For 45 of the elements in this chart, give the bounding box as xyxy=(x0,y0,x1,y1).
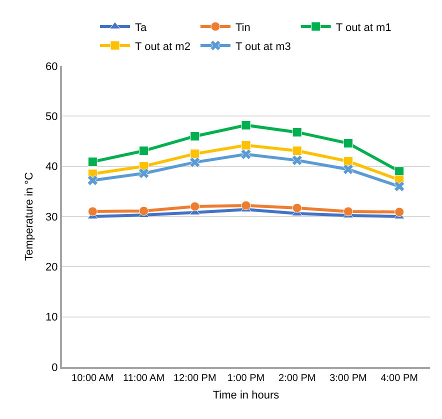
x-tick-label: 11:00 AM xyxy=(123,373,165,384)
point xyxy=(190,202,200,212)
y-tick-label: 10 xyxy=(46,312,58,324)
point xyxy=(190,149,200,159)
x-tick-label: 2:00 PM xyxy=(278,373,316,384)
point xyxy=(292,154,302,166)
point xyxy=(88,206,98,216)
point xyxy=(394,207,404,217)
x-axis-title: Time in hours xyxy=(212,390,280,402)
point xyxy=(240,148,252,160)
point xyxy=(292,146,302,156)
point xyxy=(87,175,98,186)
y-tick-label: 20 xyxy=(46,262,58,274)
point xyxy=(292,203,302,213)
point xyxy=(138,168,150,179)
y-tick-label: 60 xyxy=(46,60,58,73)
x-tick-label: 10:00 AM xyxy=(72,373,114,384)
point xyxy=(342,164,354,175)
point xyxy=(190,131,200,141)
x-tick-label: 1:00 PM xyxy=(227,373,265,384)
y-tick-label: 40 xyxy=(46,161,58,174)
point xyxy=(292,127,302,137)
y-tick-label: 50 xyxy=(46,111,58,124)
point xyxy=(88,157,98,167)
point xyxy=(343,138,353,148)
x-tick-label: 3:00 PM xyxy=(330,373,367,384)
legend-label: T out at m3 xyxy=(235,40,291,53)
point xyxy=(139,146,149,156)
legend-label: Ta xyxy=(135,22,148,34)
y-axis-title: Temperature in °C xyxy=(24,172,36,261)
legend-label: T out at m2 xyxy=(135,40,190,53)
point xyxy=(343,206,353,216)
point xyxy=(394,166,404,176)
point xyxy=(241,120,251,130)
point xyxy=(190,156,200,168)
x-tick-label: 4:00 PM xyxy=(380,373,418,384)
x-tick-label: 12:00 PM xyxy=(173,373,216,384)
point xyxy=(241,140,251,150)
legend-label: Tin xyxy=(235,22,250,34)
y-tick-label: 0 xyxy=(52,362,58,374)
point xyxy=(394,181,405,192)
y-tick-label: 30 xyxy=(46,211,58,224)
legend-label: T out at m1 xyxy=(336,22,392,34)
point xyxy=(241,200,251,210)
point xyxy=(139,206,149,216)
